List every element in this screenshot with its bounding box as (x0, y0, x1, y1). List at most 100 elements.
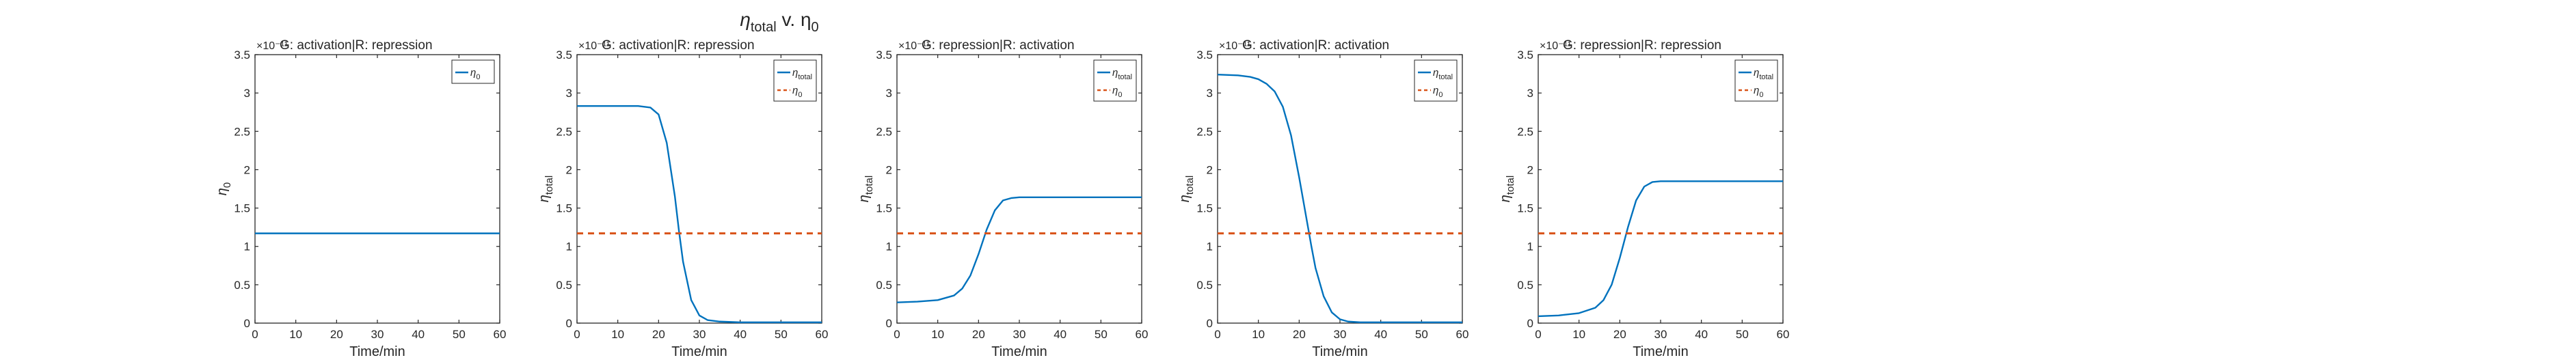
y-axis-label: η0 (215, 182, 233, 195)
y-tick-label: 3 (1207, 87, 1213, 100)
x-tick-label: 60 (494, 328, 507, 341)
y-tick-label: 1.5 (1517, 202, 1533, 215)
x-tick-label: 30 (1654, 328, 1667, 341)
axis-exponent: ×10⁻¹¹ (1540, 40, 1571, 52)
x-tick-label: 20 (1293, 328, 1306, 341)
x-tick-label: 20 (330, 328, 343, 341)
legend-label: ηtotal (792, 67, 812, 81)
y-tick-label: 0.5 (556, 279, 572, 292)
legend-box (1414, 59, 1458, 102)
y-tick-label: 2.5 (556, 125, 572, 138)
x-tick-label: 0 (574, 328, 580, 341)
y-tick-label: 1 (886, 240, 892, 253)
x-tick-label: 30 (693, 328, 706, 341)
y-tick-label: 0 (1207, 317, 1213, 330)
x-tick-label: 20 (1613, 328, 1626, 341)
x-tick-label: 0 (1214, 328, 1220, 341)
y-tick-label: 0.5 (876, 279, 892, 292)
axis-exponent: ×10⁻¹¹ (898, 40, 930, 52)
x-tick-label: 40 (1054, 328, 1066, 341)
legend-box (1093, 59, 1137, 102)
plot-area (254, 54, 500, 324)
y-tick-label: 1.5 (556, 202, 572, 215)
x-tick-label: 0 (1535, 328, 1541, 341)
legend-label: η0 (1112, 85, 1122, 99)
chart-title: G: repression|R: repression (1563, 38, 1721, 53)
legend-label: ηtotal (1112, 67, 1132, 81)
axis-exponent: ×10⁻¹¹ (256, 40, 288, 52)
axis-exponent: ×10⁻¹¹ (578, 40, 610, 52)
x-tick-label: 10 (1572, 328, 1585, 341)
y-tick-label: 3.5 (234, 49, 250, 61)
x-tick-label: 50 (1415, 328, 1428, 341)
chart-title: G: activation|R: repression (280, 38, 433, 53)
y-tick-label: 2.5 (1196, 125, 1213, 138)
x-tick-label: 40 (1695, 328, 1708, 341)
legend-label: ηtotal (1433, 67, 1453, 81)
y-tick-label: 3 (566, 87, 572, 100)
legend-box (1734, 59, 1778, 102)
x-tick-label: 60 (1456, 328, 1469, 341)
y-tick-label: 0.5 (1196, 279, 1213, 292)
x-axis-label: Time/min (991, 344, 1047, 359)
x-tick-label: 50 (775, 328, 788, 341)
y-tick-label: 2 (244, 163, 250, 176)
legend-label: η0 (470, 67, 480, 81)
x-tick-label: 40 (1374, 328, 1387, 341)
axis-exponent: ×10⁻¹¹ (1219, 40, 1250, 52)
legend-label: η0 (792, 85, 802, 99)
y-tick-label: 3 (886, 87, 892, 100)
x-tick-label: 10 (289, 328, 302, 341)
y-axis-label: ηtotal (857, 176, 875, 202)
y-tick-label: 2 (1527, 163, 1533, 176)
legend: ηtotal η0 (1414, 59, 1458, 102)
chart-panel-2: 0 10 20 30 40 50 60 0 0.5 1 1.5 2 2.5 3 3.5 ×10⁻¹¹G: ac… (537, 38, 828, 359)
y-tick-label: 3.5 (876, 49, 892, 61)
y-tick-label: 3 (1527, 87, 1533, 100)
y-tick-label: 1 (566, 240, 572, 253)
y-tick-label: 0 (886, 317, 892, 330)
x-tick-label: 30 (1334, 328, 1347, 341)
y-tick-label: 2 (886, 163, 892, 176)
x-tick-label: 10 (611, 328, 624, 341)
y-tick-label: 2 (566, 163, 572, 176)
chart-panel-1: 0 10 20 30 40 50 60 0 0.5 1 1.5 2 2.5 3 3.5 ×10⁻¹¹G: ac… (215, 38, 506, 359)
series-line-eta-total (896, 196, 1142, 303)
x-tick-label: 50 (1736, 328, 1749, 341)
x-tick-label: 60 (816, 328, 829, 341)
y-tick-label: 1.5 (876, 202, 892, 215)
legend-label: ηtotal (1754, 67, 1773, 81)
x-tick-label: 40 (412, 328, 425, 341)
x-axis-label: Time/min (1312, 344, 1367, 359)
y-tick-label: 1 (244, 240, 250, 253)
y-axis-label: ηtotal (1498, 176, 1516, 202)
x-tick-label: 10 (931, 328, 944, 341)
x-tick-label: 50 (1095, 328, 1108, 341)
x-tick-label: 30 (371, 328, 384, 341)
y-tick-label: 0 (1527, 317, 1533, 330)
x-tick-label: 60 (1777, 328, 1790, 341)
y-axis-label: ηtotal (1177, 176, 1196, 202)
series-line-eta-total (577, 105, 822, 324)
y-tick-label: 1 (1207, 240, 1213, 253)
series-line-eta-total (1217, 73, 1462, 324)
chart-panel-4: 0 10 20 30 40 50 60 0 0.5 1 1.5 2 2.5 3 3.5 ×10⁻¹¹G: ac… (1177, 38, 1468, 359)
x-tick-label: 60 (1136, 328, 1149, 341)
y-tick-label: 0 (244, 317, 250, 330)
y-tick-label: 0.5 (1517, 279, 1533, 292)
x-axis-label: Time/min (349, 344, 405, 359)
x-tick-label: 0 (252, 328, 258, 341)
series-line-eta-total (1538, 180, 1783, 318)
chart-title: G: repression|R: activation (922, 38, 1075, 53)
legend: ηtotal η0 (1093, 59, 1137, 102)
y-tick-label: 1 (1527, 240, 1533, 253)
legend-label: η0 (1754, 85, 1763, 99)
x-tick-label: 30 (1013, 328, 1026, 341)
x-tick-label: 20 (972, 328, 985, 341)
x-axis-label: Time/min (1633, 344, 1688, 359)
y-tick-label: 3.5 (556, 49, 572, 61)
y-tick-label: 2.5 (876, 125, 892, 138)
y-tick-label: 3.5 (1196, 49, 1213, 61)
x-tick-label: 0 (894, 328, 900, 341)
